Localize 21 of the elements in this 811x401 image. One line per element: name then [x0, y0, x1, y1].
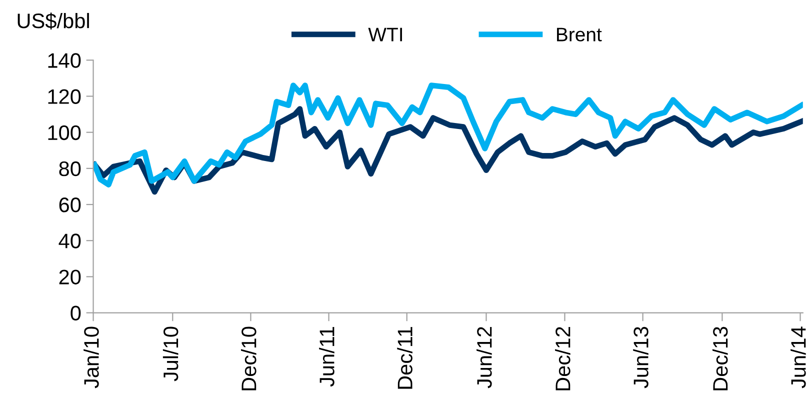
y-axis-title: US$/bbl	[18, 12, 89, 30]
y-tick-label: 120	[48, 89, 81, 104]
y-tick-label: 140	[48, 53, 81, 68]
x-tick-label: Jun/12	[476, 327, 492, 388]
x-tick-label: Jun/11	[319, 326, 334, 387]
y-tick-label: 0	[70, 306, 81, 321]
x-tick-label: Jun/13	[633, 326, 648, 388]
y-tick-label: 40	[58, 234, 81, 248]
x-tick-label: Dec/12	[555, 327, 570, 390]
x-tick-label: Jun/14	[790, 326, 806, 388]
x-tick-label: Dec/11	[397, 326, 412, 389]
x-tick-label: Dec/13	[712, 326, 728, 390]
x-tick-label: Dec/10	[241, 326, 256, 390]
y-tick-label: 80	[59, 161, 81, 176]
y-tick-label: 60	[59, 198, 81, 212]
legend-label: Brent	[557, 28, 602, 42]
x-tick-label: Jul/10	[162, 326, 178, 382]
legend-label: WTI	[368, 28, 402, 42]
y-tick-label: 100	[48, 125, 81, 140]
x-tick-label: Jan/10	[84, 326, 99, 388]
y-tick-label: 20	[59, 270, 81, 284]
